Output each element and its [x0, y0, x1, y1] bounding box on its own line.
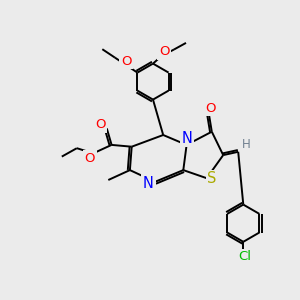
Text: O: O [85, 152, 95, 165]
Text: O: O [159, 45, 170, 58]
Text: Cl: Cl [238, 250, 252, 263]
Text: S: S [207, 171, 217, 186]
Text: N: N [181, 131, 192, 146]
Text: O: O [121, 55, 131, 68]
Text: O: O [205, 101, 215, 115]
Text: H: H [242, 138, 251, 151]
Text: O: O [95, 118, 106, 131]
Text: N: N [143, 176, 154, 191]
